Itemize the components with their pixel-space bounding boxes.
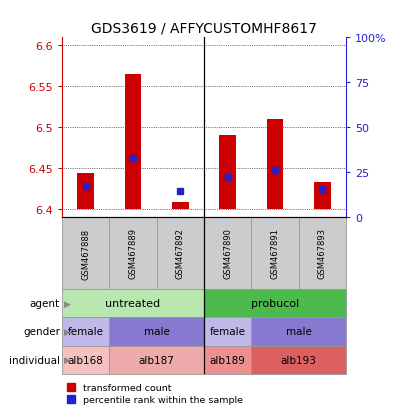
Text: alb187: alb187 [139, 355, 175, 365]
Bar [204, 346, 251, 374]
Bar [62, 217, 109, 290]
Text: female: female [68, 327, 104, 337]
Text: GSM467888: GSM467888 [81, 228, 90, 279]
Bar [172, 202, 189, 209]
Text: GSM467890: GSM467890 [223, 228, 232, 279]
Bar [204, 290, 346, 318]
Text: ▶: ▶ [64, 299, 71, 308]
Text: individual: individual [9, 355, 60, 365]
Bar [251, 217, 299, 290]
Bar [267, 119, 283, 209]
Bar [299, 217, 346, 290]
Bar [314, 183, 331, 209]
Text: gender: gender [23, 327, 60, 337]
Text: probucol: probucol [251, 299, 299, 309]
Bar [62, 346, 109, 374]
Text: ▶: ▶ [64, 355, 71, 364]
Text: male: male [286, 327, 312, 337]
Bar [109, 346, 204, 374]
Bar [109, 217, 157, 290]
Text: ▶: ▶ [64, 327, 71, 336]
Bar [251, 346, 346, 374]
Text: GSM467889: GSM467889 [128, 228, 138, 279]
Title: GDS3619 / AFFYCUSTOMHF8617: GDS3619 / AFFYCUSTOMHF8617 [91, 21, 317, 35]
Text: alb189: alb189 [210, 355, 246, 365]
Text: GSM467893: GSM467893 [318, 228, 327, 279]
Text: female: female [210, 327, 246, 337]
Bar [204, 318, 251, 346]
Bar [62, 318, 109, 346]
Text: GSM467892: GSM467892 [176, 228, 185, 279]
Bar [125, 74, 141, 209]
Bar [204, 217, 251, 290]
Bar [109, 318, 204, 346]
Text: GSM467891: GSM467891 [270, 228, 280, 279]
Text: male: male [144, 327, 170, 337]
Bar [62, 290, 204, 318]
Legend: transformed count, percentile rank within the sample: transformed count, percentile rank withi… [67, 383, 243, 404]
Bar [219, 135, 236, 209]
Bar [251, 318, 346, 346]
Text: alb168: alb168 [68, 355, 104, 365]
Bar [77, 174, 94, 209]
Bar [157, 217, 204, 290]
Text: alb193: alb193 [281, 355, 317, 365]
Text: agent: agent [30, 299, 60, 309]
Text: untreated: untreated [106, 299, 160, 309]
